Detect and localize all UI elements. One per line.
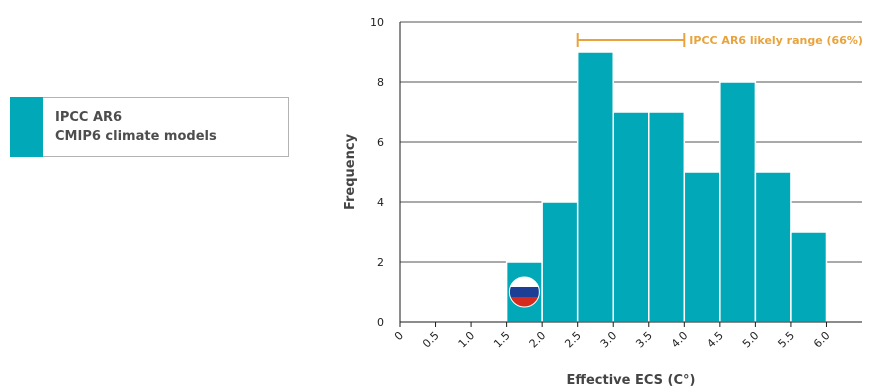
x-tick-label: 5.5 — [775, 329, 797, 351]
histogram-bar — [541, 201, 579, 323]
x-tick-label: 4.5 — [704, 329, 726, 351]
flag-red-stripe — [509, 297, 540, 307]
x-tick-label: 3.0 — [598, 329, 620, 351]
range-label: IPCC AR6 likely range (66%) — [689, 34, 863, 47]
y-axis-title: Frequency — [343, 133, 358, 210]
y-tick-label: 10 — [370, 16, 384, 29]
histogram-bar — [719, 81, 757, 323]
histogram-bar — [790, 231, 828, 323]
histogram-bar — [648, 111, 686, 323]
y-tick-label: 4 — [377, 196, 384, 209]
x-axis-title: Effective ECS (C°) — [567, 373, 696, 388]
x-tick-label: 1.0 — [456, 329, 478, 351]
x-tick-label: 3.5 — [633, 329, 655, 351]
histogram-bar — [754, 171, 792, 323]
x-tick-label: 6.0 — [811, 329, 833, 351]
x-tick-label: 5.0 — [740, 329, 762, 351]
x-tick-label: 4.0 — [669, 329, 691, 351]
flag-marker — [508, 276, 540, 308]
range-annotation: IPCC AR6 likely range (66%) — [576, 33, 863, 47]
legend-line-1: IPCC AR6 — [55, 110, 123, 125]
y-tick-label: 0 — [377, 316, 384, 329]
histogram-bar — [612, 111, 650, 323]
y-tick-label: 6 — [377, 136, 384, 149]
flag-blue-stripe — [509, 287, 540, 297]
bars — [505, 51, 828, 323]
x-tick-label: 2.5 — [562, 329, 584, 351]
legend-swatch — [10, 97, 43, 157]
legend-text: IPCC AR6 CMIP6 climate models — [55, 108, 217, 146]
russia-flag-icon — [509, 277, 540, 307]
histogram-bar — [576, 51, 614, 323]
x-tick-label: 2.0 — [527, 329, 549, 351]
legend-line-2: CMIP6 climate models — [55, 129, 217, 144]
x-tick-label: 0 — [392, 329, 406, 343]
flag-white-stripe — [509, 277, 540, 287]
y-tick-label: 2 — [377, 256, 384, 269]
flag-outline — [508, 276, 540, 308]
legend: IPCC AR6 CMIP6 climate models — [10, 97, 289, 157]
x-tick-label: 0.5 — [420, 329, 442, 351]
x-tick-label: 1.5 — [491, 329, 513, 351]
histogram-bar — [683, 171, 721, 323]
y-tick-label: 8 — [377, 76, 384, 89]
